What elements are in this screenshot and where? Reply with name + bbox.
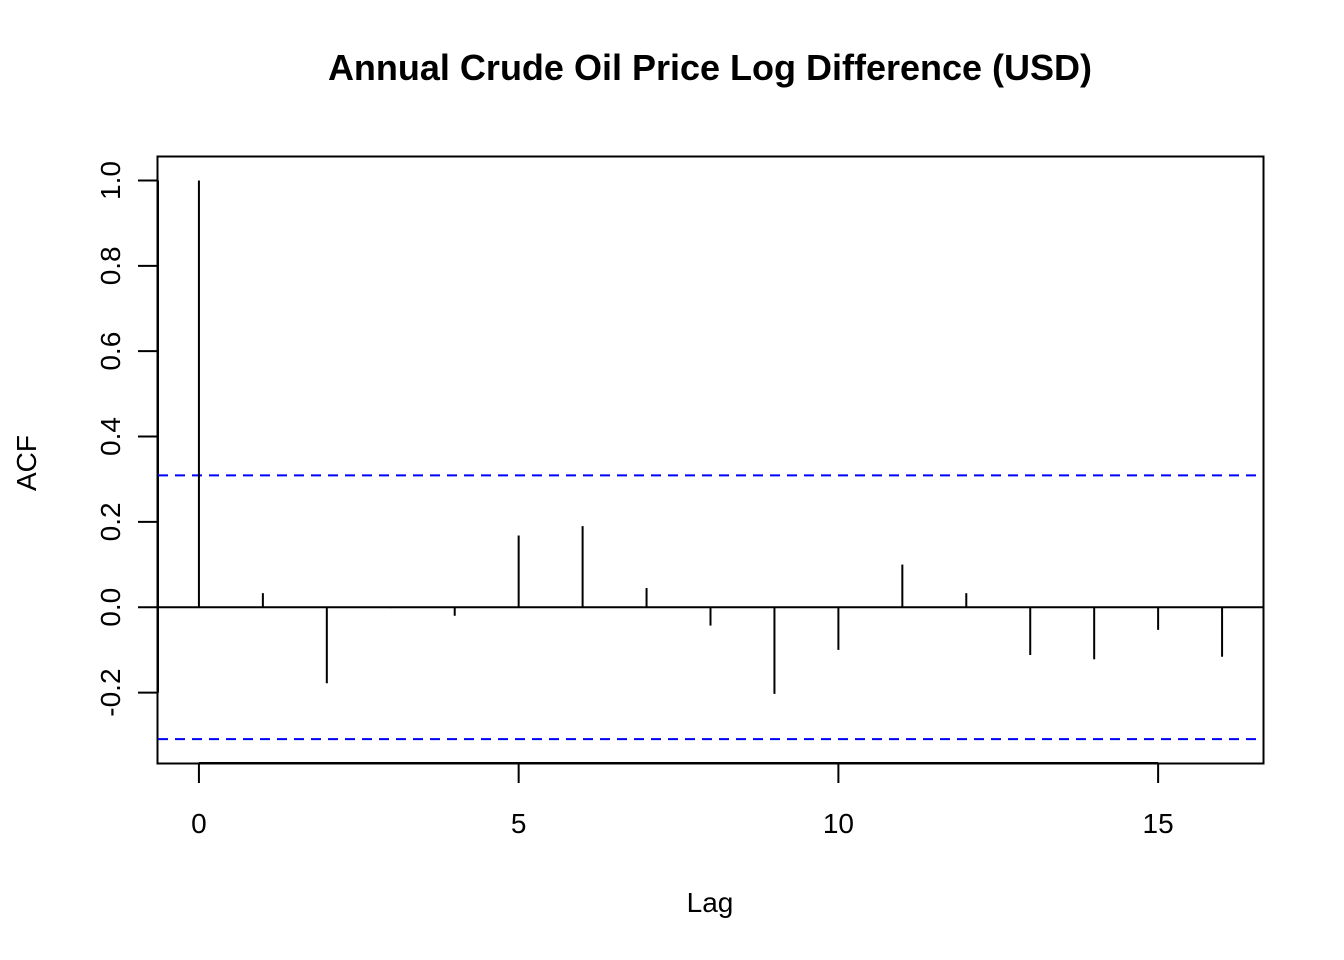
y-axis-label: ACF — [11, 435, 42, 491]
y-tick-label: 0.4 — [95, 417, 126, 456]
y-tick-label: 0.8 — [95, 246, 126, 285]
plot-frame — [156, 155, 1265, 765]
y-tick-label: 0.0 — [95, 588, 126, 627]
axis-ticks: 0 5 10 15 -0.2 0.0 0.2 0.4 0.6 0.8 1.0 — [95, 161, 1174, 839]
x-tick-label: 5 — [511, 808, 527, 839]
acf-marks — [158, 180, 1263, 741]
chart-title: Annual Crude Oil Price Log Difference (U… — [328, 47, 1092, 88]
y-tick-label: 0.2 — [95, 502, 126, 541]
x-tick-label: 10 — [823, 808, 854, 839]
y-tick-label: 1.0 — [95, 161, 126, 200]
y-tick-label: -0.2 — [95, 668, 126, 716]
y-tick-label: 0.6 — [95, 332, 126, 371]
x-tick-label: 0 — [191, 808, 207, 839]
x-axis-label: Lag — [687, 887, 734, 918]
x-tick-label: 15 — [1143, 808, 1174, 839]
